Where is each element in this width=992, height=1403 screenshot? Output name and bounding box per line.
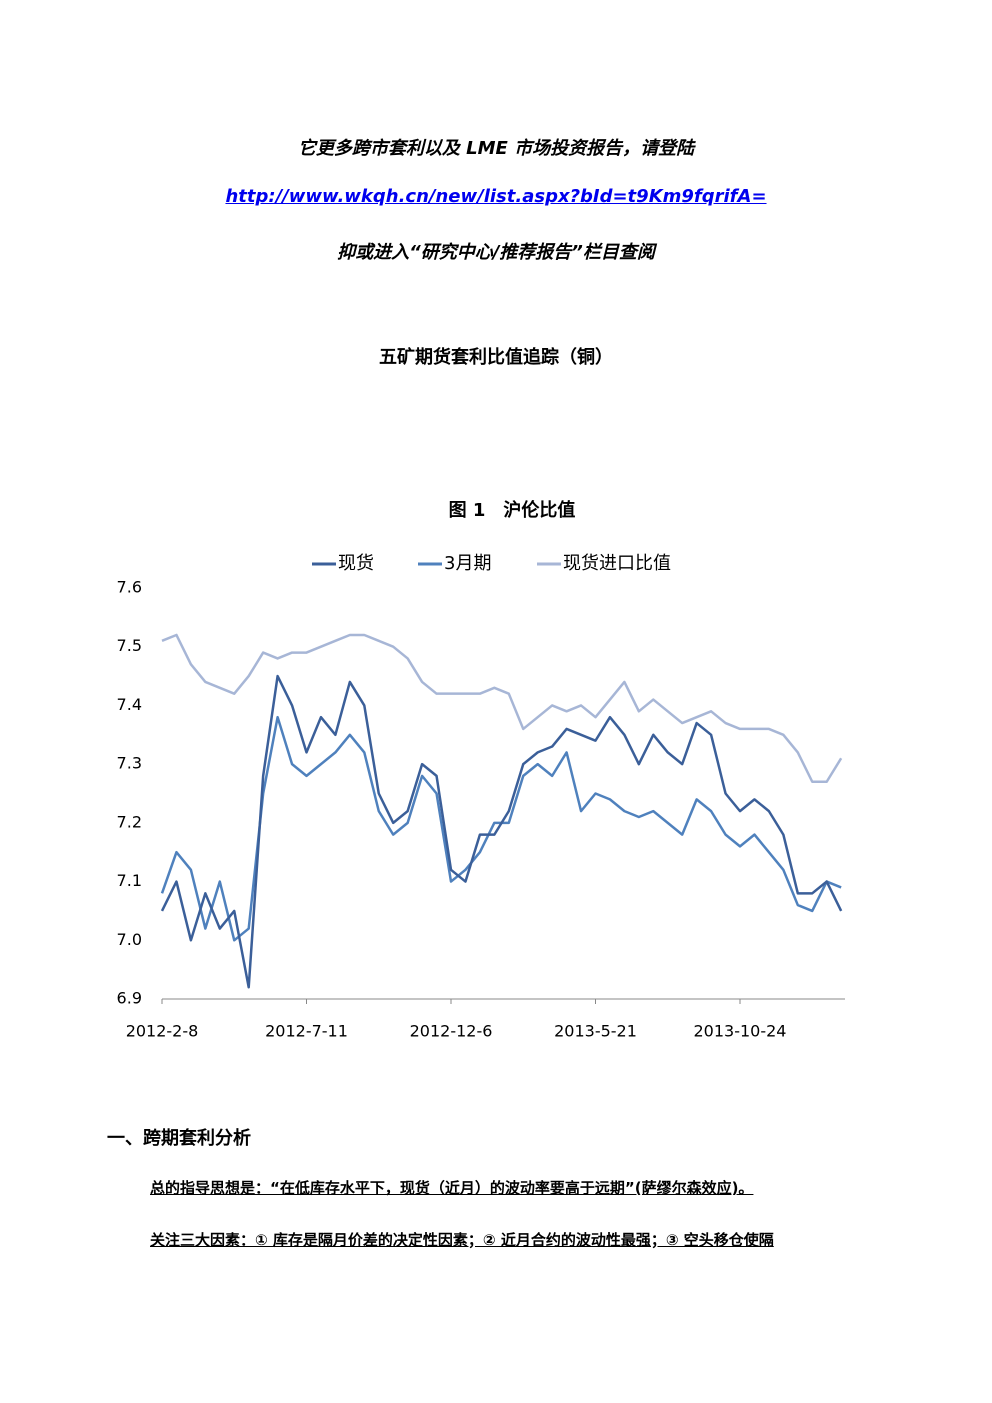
x-tick-label: 2013-10-24 [694,1022,787,1041]
intro-line: 它更多跨市套利以及 LME 市场投资报告，请登陆 [297,138,695,159]
series-line [160,715,842,942]
doc-title: 五矿期货套利比值追踪（铜） [379,347,613,368]
legend-label: 现货进口比值 [563,553,671,574]
paragraph: 关注三大因素：① 库存是隔月价差的决定性因素；② 近月合约的波动性最强；③ 空头… [150,1231,774,1249]
legend-label: 3月期 [444,553,491,574]
y-tick-label: 7.6 [117,578,142,597]
y-tick-label: 7.0 [117,930,142,949]
x-tick-label: 2012-7-11 [265,1022,348,1041]
x-tick-label: 2012-2-8 [126,1022,199,1041]
chart: 图 1 沪伦比值 6.9 7.1 7.0 7.2 7.3 7.4 7.5 7.6 2012-2-… [117,499,845,1041]
paragraph: 总的指导思想是：“在低库存水平下，现货（近月）的波动率要高于远期”(萨缪尔森效应… [150,1179,754,1197]
legend-label: 现货 [338,553,374,574]
y-tick-label: 7.2 [117,812,142,831]
x-tick-label: 2013-5-21 [554,1022,637,1041]
series-line [161,633,843,784]
link-line: http://www.wkqh.cn/new/list.aspx?bId=t9K… [0,186,992,207]
chart-title: 图 1 沪伦比值 [449,499,576,521]
y-tick-label: 7.5 [117,636,142,655]
intro-line: 抑或进入“研究中心/推荐报告”栏目查阅 [337,242,655,263]
y-tick-label: 6.9 [117,989,142,1008]
y-tick-label: 7.4 [117,695,142,714]
y-tick-label: 7.3 [117,754,142,773]
series-line [160,674,843,989]
y-tick-label: 7.1 [117,871,142,890]
section-heading: 一、跨期套利分析 [107,1128,251,1149]
x-tick-label: 2012-12-6 [410,1022,493,1041]
link[interactable]: http://www.wkqh.cn/new/list.aspx?bId=t9K… [225,186,767,207]
